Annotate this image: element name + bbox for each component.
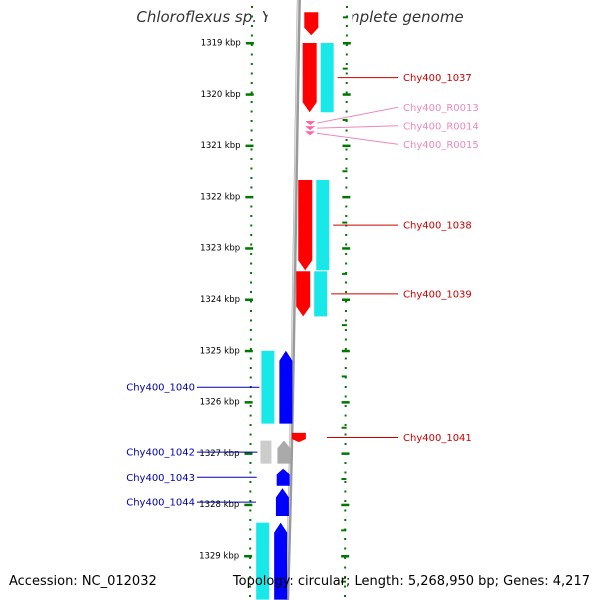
feature-chy400-r0014-label: Chy400_R0014: [403, 121, 479, 132]
minor-tick: [342, 170, 348, 173]
tick-mark-right: [342, 247, 351, 250]
ruler-tick-label: 1328 kbp: [199, 500, 239, 510]
minor-tick: [341, 580, 347, 583]
feature-chy400-1044-label: Chy400_1044: [126, 498, 195, 509]
tick-mark-right: [341, 452, 350, 455]
tick-mark-right: [341, 555, 350, 558]
minor-tick: [342, 221, 348, 224]
tick-mark-left: [245, 247, 254, 250]
ruler-dots-right: [344, 6, 348, 597]
minor-tick: [342, 16, 348, 19]
tick-mark-right: [342, 42, 351, 45]
topology-summary: Topology: circular; Length: 5,268,950 bp…: [232, 574, 590, 589]
feature-chy400-1043-label: Chy400_1043: [126, 473, 195, 484]
feature-chy400-1037: [302, 43, 317, 113]
feature-segment-1-link: [256, 522, 270, 600]
feature-chy400-r0015-leader: [316, 132, 399, 145]
tick-mark-left: [244, 503, 253, 507]
tick-mark-left: [245, 195, 254, 199]
tick-mark-right: [341, 401, 350, 404]
ruler-tick-label: 1321 kbp: [200, 141, 240, 151]
tick-mark-right: [342, 298, 351, 301]
minor-tick: [342, 272, 348, 275]
ruler-tick-label: 1327 kbp: [199, 449, 239, 459]
tick-mark-left: [245, 298, 254, 301]
tick-mark-left: [244, 555, 253, 558]
ruler-tick-label: 1324 kbp: [200, 295, 240, 305]
feature-chy400-1039-label: Chy400_1039: [403, 289, 472, 300]
feature-track: [256, 12, 334, 600]
feature-chy400-r0013-label: Chy400_R0013: [403, 103, 479, 114]
feature-chy400-1041: [291, 432, 306, 443]
feature-chy400-r0015-label: Chy400_R0015: [403, 140, 479, 151]
tick-mark-left: [244, 401, 253, 404]
backbone-curve: [285, 0, 301, 600]
ruler-tick-label: 1319 kbp: [201, 39, 241, 49]
tick-mark-left: [244, 349, 253, 353]
feature-chy400-1042: [277, 440, 291, 464]
ruler-tick-label: 1320 kbp: [201, 90, 241, 100]
feature-chy400-1040: [279, 350, 293, 424]
feature-chy400-1037-label: Chy400_1037: [403, 73, 472, 84]
feature-chy400-1043: [276, 468, 290, 486]
ruler-tick-label: 1325 kbp: [200, 346, 240, 356]
feature-chy400-1038-link: [316, 179, 330, 271]
minor-tick: [341, 324, 347, 327]
feature-chy400-1044: [275, 488, 289, 516]
feature-chy400-r0014-leader: [317, 125, 399, 129]
minor-tick: [342, 118, 348, 121]
minor-tick: [342, 67, 348, 70]
feature-chy400-1039-link: [314, 271, 328, 317]
tick-mark-left: [244, 452, 253, 455]
feature-chy400-1039: [296, 271, 311, 317]
tick-mark-right: [342, 144, 351, 148]
feature-chy400-1040-link: [261, 350, 275, 424]
feature-chy400-1041-label: Chy400_1041: [403, 433, 472, 444]
ruler-tick-label: 1329 kbp: [199, 552, 239, 562]
feature-chy400-r0014: [305, 126, 316, 131]
feature-chy400-r0013: [305, 120, 316, 126]
feature-segment-1: [274, 522, 288, 600]
tick-mark-left: [245, 144, 254, 148]
minor-tick: [341, 529, 347, 532]
minor-tick: [341, 426, 347, 429]
minor-tick: [341, 375, 347, 378]
feature-chy400-1040-label: Chy400_1040: [126, 383, 195, 394]
tick-mark-right: [341, 349, 350, 353]
tick-mark-right: [342, 195, 351, 199]
feature-chy400-r0015: [305, 131, 316, 136]
feature-chy400-1037-link: [320, 43, 334, 113]
feature-chy400-1038: [298, 179, 313, 271]
kbp-ruler: 1319 kbp 1320 kbp 1321 kbp 1322 kbp 1323 kbp…: [199, 6, 351, 597]
feature-segment-2: [304, 12, 319, 36]
tick-mark-left: [245, 93, 254, 96]
tick-mark-left: [245, 42, 254, 45]
ruler-tick-label: 1322 kbp: [200, 192, 240, 202]
feature-chy400-r0013-leader: [317, 106, 399, 124]
tick-mark-right: [342, 93, 351, 96]
accession-label: Accession: NC_012032: [9, 574, 157, 589]
backbone-highlight: [285, 0, 299, 600]
ruler-tick-label: 1323 kbp: [200, 244, 240, 254]
minor-tick: [341, 478, 347, 481]
feature-labels: Chy400_1037 Chy400_R0013 Chy400_R0014 Chy40…: [126, 73, 479, 509]
feature-chy400-1042-label: Chy400_1042: [126, 448, 195, 459]
feature-chy400-1038-label: Chy400_1038: [403, 221, 472, 232]
tick-mark-right: [341, 503, 350, 507]
ruler-tick-label: 1326 kbp: [200, 398, 240, 408]
feature-chy400-1042-link: [260, 440, 272, 464]
